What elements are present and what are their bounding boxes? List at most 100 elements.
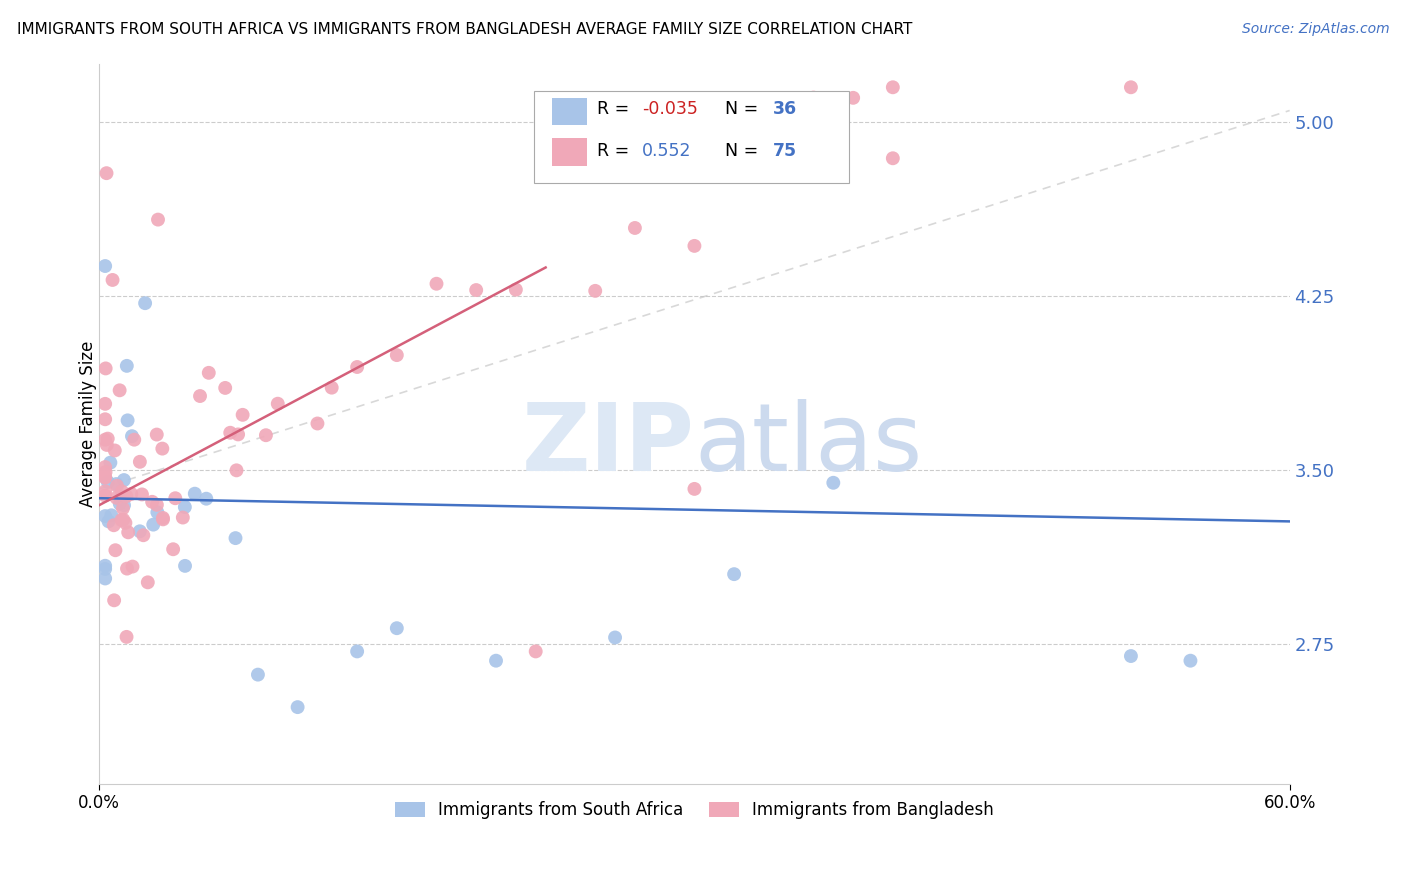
Text: N =: N = xyxy=(725,101,763,119)
Point xyxy=(195,491,218,506)
Text: R =: R = xyxy=(596,101,634,119)
Point xyxy=(134,296,156,310)
Point xyxy=(94,562,117,576)
Point xyxy=(105,477,128,491)
Point xyxy=(782,109,804,123)
Point xyxy=(111,501,134,516)
Point xyxy=(94,361,117,376)
Point xyxy=(142,517,165,532)
Point xyxy=(197,366,219,380)
Point xyxy=(104,543,127,558)
Point xyxy=(112,473,135,487)
Point xyxy=(145,427,167,442)
Point xyxy=(842,91,865,105)
Point xyxy=(385,621,408,635)
Point xyxy=(174,558,197,573)
Point xyxy=(173,500,195,514)
Point xyxy=(882,151,904,165)
Text: -0.035: -0.035 xyxy=(643,101,697,119)
Point xyxy=(141,495,163,509)
FancyBboxPatch shape xyxy=(551,138,588,166)
Point xyxy=(103,593,125,607)
Point xyxy=(1119,80,1142,95)
Point xyxy=(267,397,290,411)
Point xyxy=(98,456,121,470)
Point xyxy=(184,486,207,500)
Point xyxy=(146,212,169,227)
Point xyxy=(94,412,117,426)
Point xyxy=(94,397,117,411)
Text: ZIP: ZIP xyxy=(522,400,695,491)
Point xyxy=(105,491,128,505)
Legend: Immigrants from South Africa, Immigrants from Bangladesh: Immigrants from South Africa, Immigrants… xyxy=(388,795,1001,826)
Point xyxy=(146,505,169,519)
Point xyxy=(214,381,236,395)
Text: Source: ZipAtlas.com: Source: ZipAtlas.com xyxy=(1241,22,1389,37)
Text: N =: N = xyxy=(725,142,763,161)
Point xyxy=(94,484,117,499)
Point xyxy=(94,433,117,447)
Point xyxy=(385,348,408,362)
Point xyxy=(94,558,117,573)
Point xyxy=(882,80,904,95)
Point xyxy=(121,429,143,443)
Point xyxy=(683,239,706,253)
Point xyxy=(94,470,117,484)
Point xyxy=(524,644,547,658)
Point xyxy=(224,531,246,545)
Point xyxy=(128,455,150,469)
Text: R =: R = xyxy=(596,142,640,161)
FancyBboxPatch shape xyxy=(534,91,849,183)
Point xyxy=(823,475,845,490)
Point xyxy=(120,487,142,501)
Point xyxy=(172,510,194,524)
Point xyxy=(465,283,488,297)
Text: 36: 36 xyxy=(773,101,797,119)
Point xyxy=(115,630,138,644)
Point xyxy=(94,489,117,503)
Point xyxy=(321,381,343,395)
Point xyxy=(115,359,138,373)
Point xyxy=(1119,648,1142,663)
Point xyxy=(225,463,247,477)
Point xyxy=(101,273,124,287)
Point xyxy=(803,90,825,104)
Point xyxy=(115,489,138,503)
Point xyxy=(97,514,120,528)
Text: 75: 75 xyxy=(773,142,797,161)
Point xyxy=(94,259,117,273)
Point xyxy=(131,487,153,501)
Point xyxy=(152,511,174,525)
Point xyxy=(425,277,447,291)
Point xyxy=(683,482,706,496)
Point xyxy=(128,524,150,539)
Point xyxy=(254,428,277,442)
Point xyxy=(219,425,242,440)
Point xyxy=(226,427,249,442)
Point xyxy=(603,631,626,645)
Point xyxy=(94,460,117,475)
Point xyxy=(146,498,169,512)
Point xyxy=(188,389,211,403)
Point xyxy=(97,432,120,446)
Point xyxy=(346,359,368,374)
Point xyxy=(110,493,132,508)
Text: atlas: atlas xyxy=(695,400,922,491)
Point xyxy=(287,700,309,714)
Point xyxy=(583,284,606,298)
Point xyxy=(132,528,155,542)
Point xyxy=(152,512,174,526)
Point xyxy=(105,479,128,493)
Point xyxy=(94,572,117,586)
Point xyxy=(94,465,117,479)
Point xyxy=(112,513,135,527)
Point xyxy=(246,667,269,681)
Y-axis label: Average Family Size: Average Family Size xyxy=(79,341,97,507)
Point xyxy=(108,384,131,398)
Point xyxy=(110,513,132,527)
Point xyxy=(505,283,527,297)
Point xyxy=(346,644,368,658)
Point xyxy=(117,525,139,540)
Text: IMMIGRANTS FROM SOUTH AFRICA VS IMMIGRANTS FROM BANGLADESH AVERAGE FAMILY SIZE C: IMMIGRANTS FROM SOUTH AFRICA VS IMMIGRAN… xyxy=(17,22,912,37)
Point xyxy=(121,559,143,574)
